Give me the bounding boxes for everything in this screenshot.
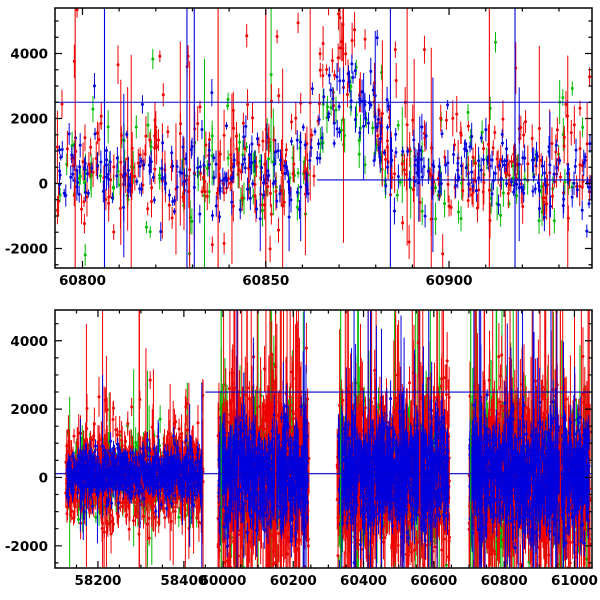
light-curve-figure: [0, 0, 600, 600]
light-curve-panels-canvas: [0, 0, 600, 600]
